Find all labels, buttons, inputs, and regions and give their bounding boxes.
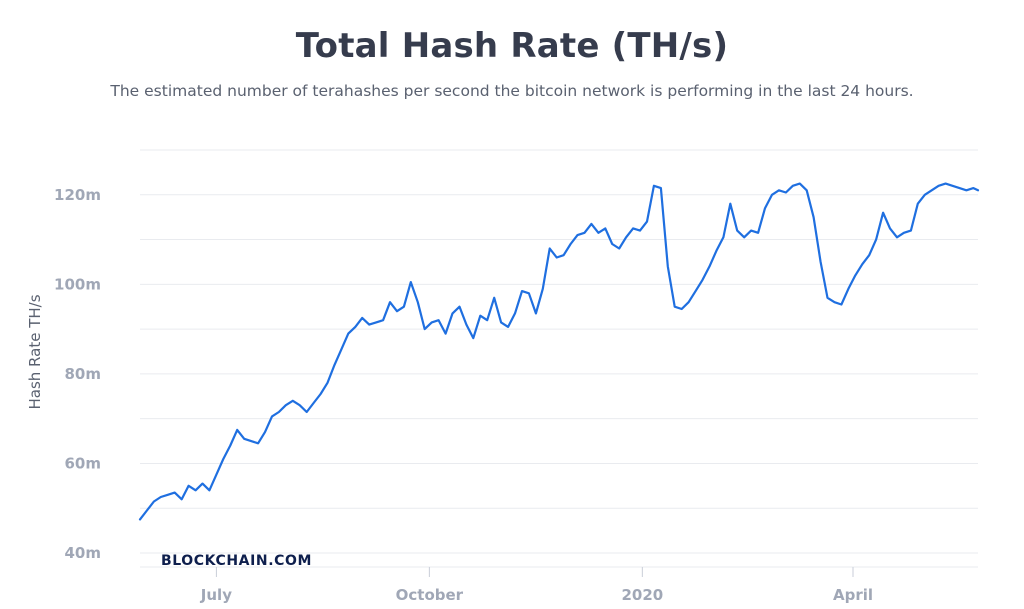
y-tick-label: 40m (64, 544, 101, 562)
series-line-hash-rate (138, 182, 980, 521)
chart-subtitle: The estimated number of terahashes per s… (110, 82, 914, 100)
y-tick-label: 120m (54, 186, 101, 204)
y-tick-label: 60m (64, 454, 101, 472)
chart-title: Total Hash Rate (TH/s) (295, 26, 729, 66)
x-tick-label: October (396, 586, 464, 604)
y-tick-label: 100m (54, 275, 101, 293)
x-tick-label: April (833, 586, 873, 604)
y-axis-ticks: 40m 60m 80m 100m 120m (54, 186, 101, 562)
blockchain-logo-watermark: BLOCKCHAIN.COM (161, 553, 312, 569)
grid-layer (140, 149, 978, 554)
x-axis-ticks: July October 2020 April (140, 566, 978, 604)
y-axis-title: Hash Rate TH/s (26, 294, 44, 409)
series-layer (138, 182, 980, 521)
x-tick-label: 2020 (621, 586, 663, 604)
y-tick-label: 80m (64, 365, 101, 383)
x-tick-label: July (200, 586, 232, 604)
